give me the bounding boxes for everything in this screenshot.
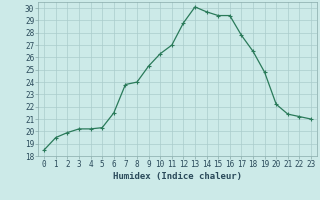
X-axis label: Humidex (Indice chaleur): Humidex (Indice chaleur)	[113, 172, 242, 181]
